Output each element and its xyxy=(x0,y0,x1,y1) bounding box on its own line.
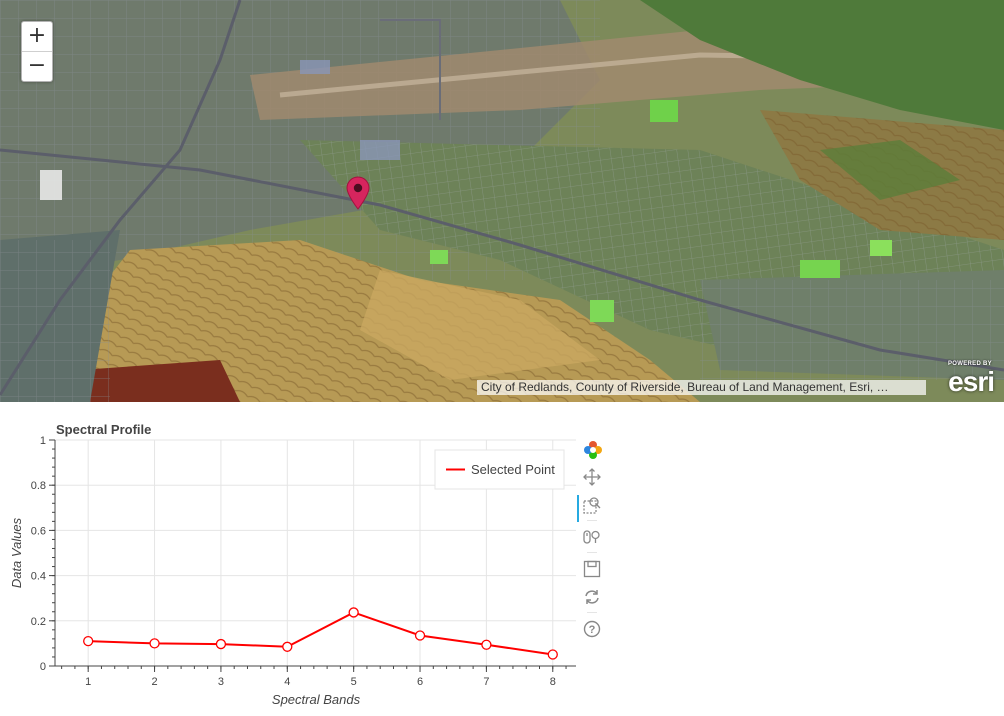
x-tick-label: 6 xyxy=(417,676,423,688)
help-icon[interactable]: ? xyxy=(583,620,603,640)
data-point xyxy=(282,641,293,652)
x-tick-label: 7 xyxy=(483,676,489,688)
toolbar-separator xyxy=(587,520,597,521)
y-tick-label: 0.6 xyxy=(31,525,46,537)
y-tick-label: 1 xyxy=(40,435,46,447)
pan-icon[interactable] xyxy=(583,468,603,488)
x-tick-label: 8 xyxy=(550,676,556,688)
legend-label: Selected Point xyxy=(471,462,555,477)
y-tick-label: 0.8 xyxy=(31,480,46,492)
legend-box xyxy=(434,449,565,490)
active-tool-indicator xyxy=(577,495,579,522)
reset-icon[interactable] xyxy=(583,588,603,608)
data-point xyxy=(547,649,558,660)
esri-logo-powered-text: POWERED BY xyxy=(947,361,992,367)
x-tick-label: 5 xyxy=(351,676,357,688)
data-point xyxy=(414,630,426,641)
zoom-in-button[interactable]: + xyxy=(27,23,47,48)
zoom-out-button[interactable]: − xyxy=(22,51,52,81)
x-tick-label: 1 xyxy=(85,676,91,688)
chart-title: Spectral Profile xyxy=(56,422,151,437)
box-zoom-icon[interactable] xyxy=(583,496,603,516)
x-axis-label: Spectral Bands xyxy=(272,692,361,707)
x-tick-label: 4 xyxy=(284,676,290,688)
satellite-imagery[interactable] xyxy=(0,0,1004,402)
data-point xyxy=(83,635,94,647)
series-layer xyxy=(83,607,558,660)
chart-canvas[interactable]: 00.20.40.60.811 2 3 4 5 6 7 8 Spectral Profile … xyxy=(0,404,577,716)
spectral-profile-chart[interactable]: 0 0.2 0.4 0.6 0.8 1 1 2 3 4 5 6 7 8 Spectral Profile … xyxy=(0,404,1004,716)
toolbar-separator xyxy=(587,612,597,613)
series-line xyxy=(88,611,553,656)
map-attribution[interactable]: City of Redlands, County of Riverside, B… xyxy=(477,380,926,395)
map-marker-icon[interactable] xyxy=(345,176,371,210)
x-tick-label: 2 xyxy=(151,676,157,688)
wheel-zoom-icon[interactable] xyxy=(583,528,603,548)
y-tick-label: 0 xyxy=(40,661,46,673)
y-axis-label: Data Values xyxy=(9,517,24,588)
x-tick-label: 3 xyxy=(218,676,224,688)
legend: Selected Point xyxy=(434,449,565,490)
bokeh-logo-icon[interactable] xyxy=(583,440,603,460)
esri-logo[interactable]: POWERED BY esri xyxy=(934,359,998,399)
y-tick-label: 0.4 xyxy=(31,571,46,583)
y-tick-label: 0.2 xyxy=(31,616,46,628)
save-icon[interactable] xyxy=(583,560,603,580)
map-view[interactable]: + − City of Redlands, County of Riversid… xyxy=(0,0,1004,402)
data-point xyxy=(149,638,160,649)
data-point xyxy=(348,607,359,618)
zoom-control: + − xyxy=(21,21,53,82)
data-point xyxy=(215,638,227,650)
data-point xyxy=(481,639,492,650)
svg-text:?: ? xyxy=(589,624,596,636)
toolbar-separator xyxy=(587,552,597,553)
esri-logo-word: esri xyxy=(948,366,995,397)
axes: 0 0.2 0.4 0.6 0.8 1 1 2 3 4 5 6 7 8 xyxy=(31,435,576,688)
